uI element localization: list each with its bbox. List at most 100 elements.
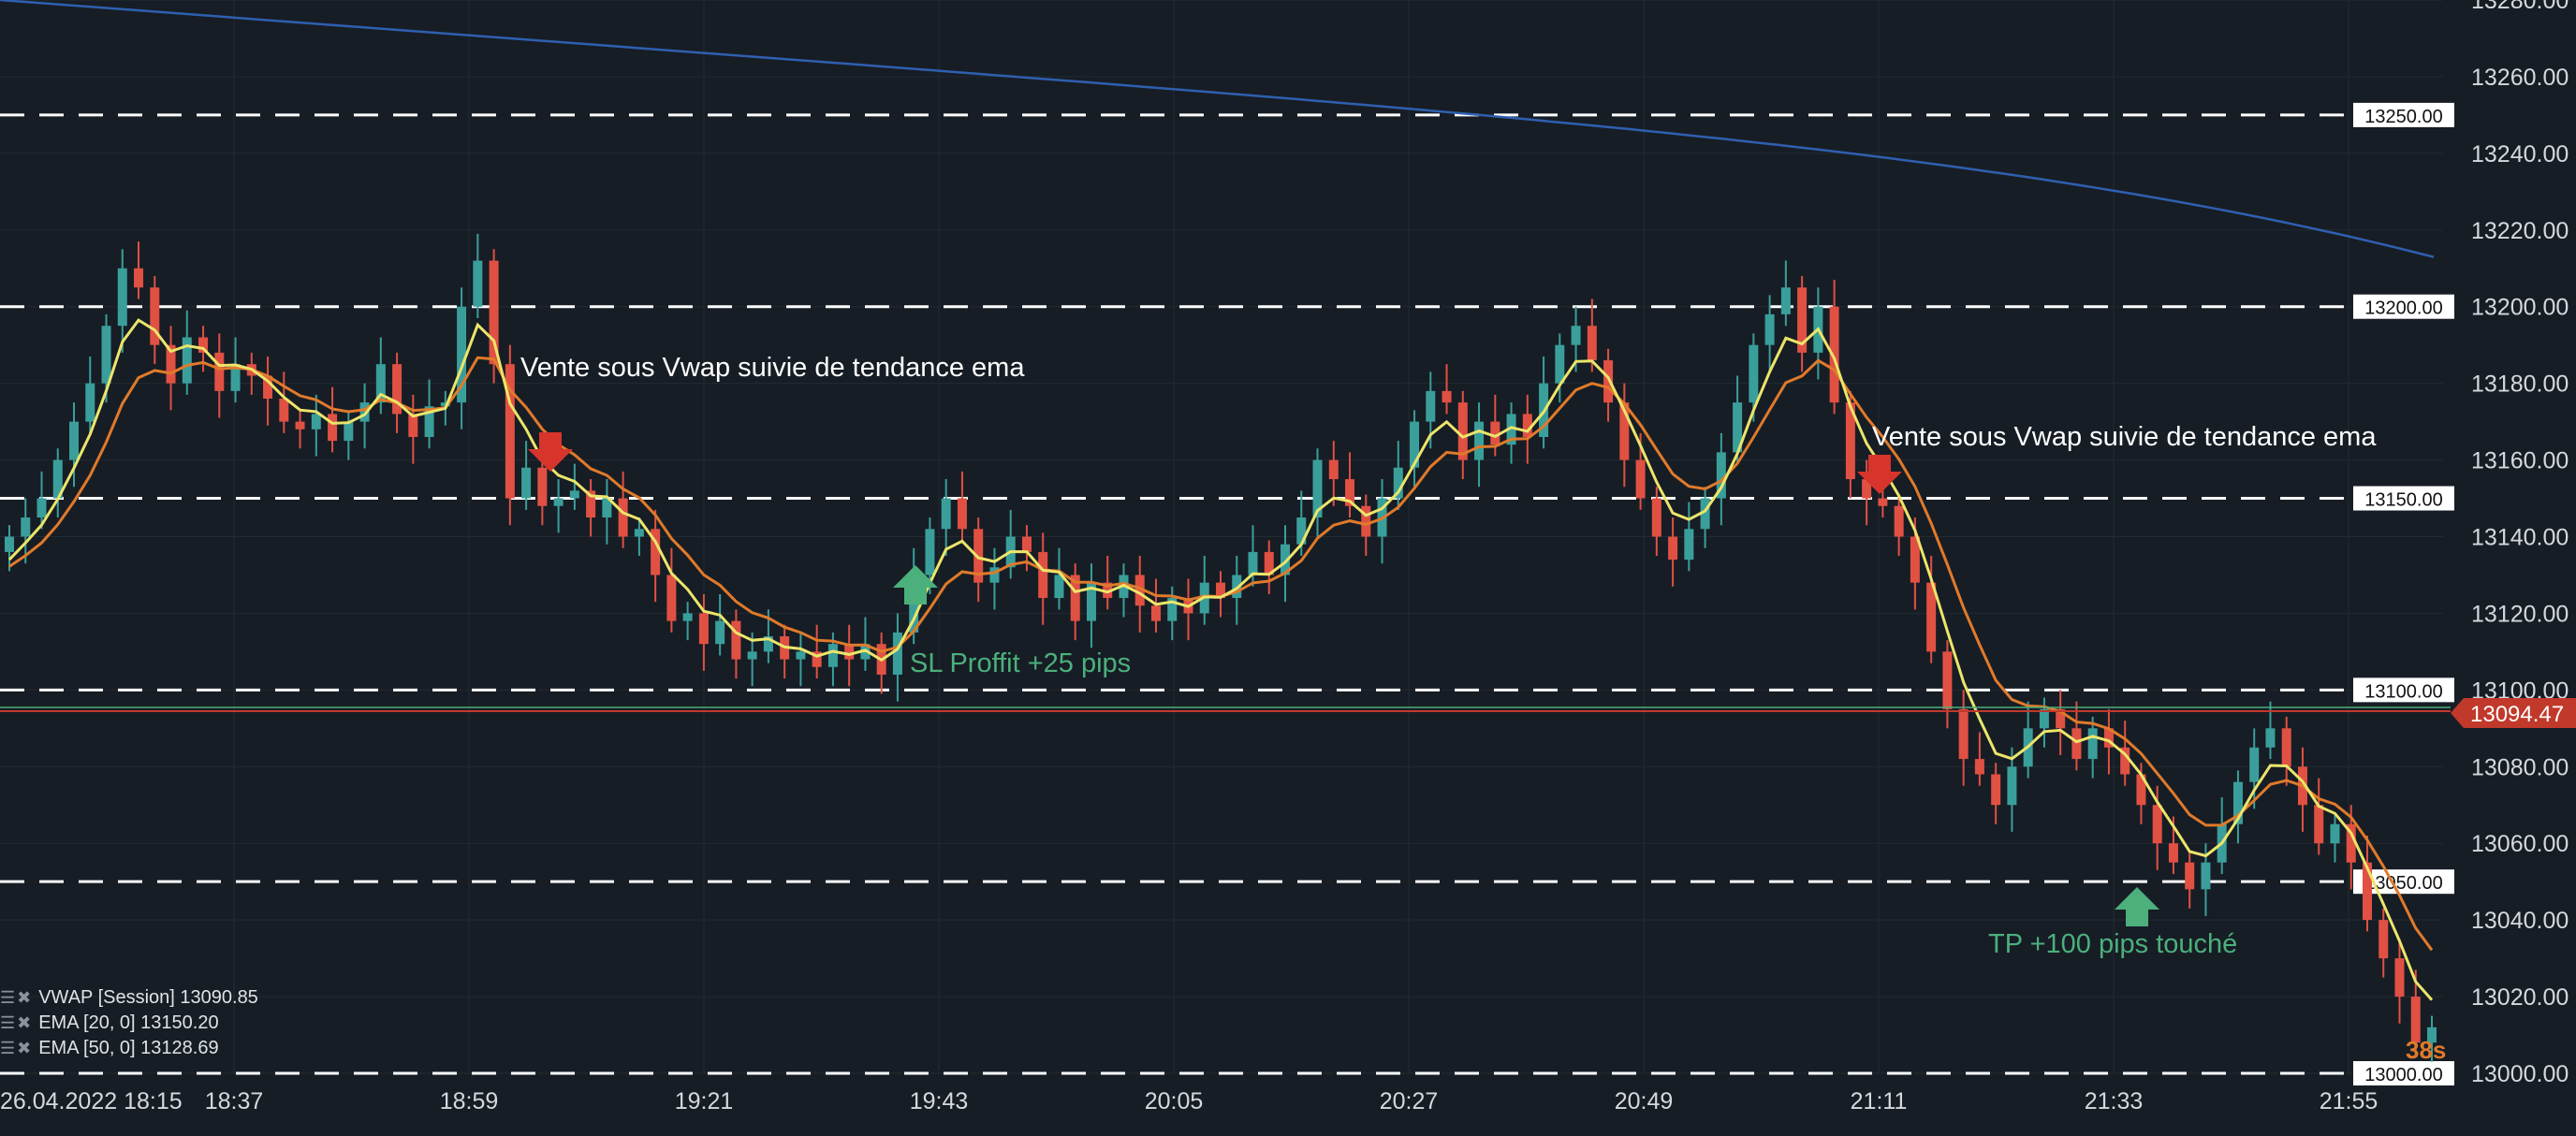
candle-body [1958, 708, 1969, 760]
current-price-line [0, 706, 2451, 713]
candle-body [1070, 575, 1080, 621]
y-tick-label: 13160.00 [2471, 448, 2569, 474]
candle-body [328, 414, 338, 442]
sell-arrow [528, 432, 573, 472]
candle-body [1700, 498, 1710, 530]
candle-body [101, 326, 111, 384]
x-tick-label: 26.04.2022 18:15 [0, 1088, 183, 1114]
candle-body [602, 498, 612, 518]
candle-body [1457, 402, 1468, 460]
candle-body [5, 536, 14, 552]
candle-body [2152, 805, 2162, 844]
candle-body [553, 498, 564, 506]
candle-body [1442, 390, 1452, 403]
candle-body [892, 632, 902, 675]
candle-body [457, 306, 467, 403]
current-price-label: 13094.47 [2470, 702, 2564, 727]
candle-body [1038, 551, 1048, 599]
candle-body [1426, 390, 1436, 422]
candle-body [1264, 551, 1274, 575]
candle-body [1926, 582, 1937, 652]
candle-body [1522, 414, 1532, 437]
x-axis[interactable]: 26.04.2022 18:15 18:37 18:59 19:21 19:43 20:0… [0, 1088, 2378, 1114]
candle-body [1150, 605, 1161, 621]
candle-body [1668, 536, 1678, 561]
level-tag-label: 13200.00 [2364, 299, 2442, 319]
current-price-tag-shape [2451, 698, 2576, 728]
candle-body [2378, 920, 2389, 959]
candle-body [1942, 651, 1953, 709]
candle-body [1619, 402, 1630, 460]
candle-body [2410, 997, 2421, 1043]
signal-markers [528, 432, 2159, 926]
settings-close-icon[interactable]: ☰✖ [0, 1038, 34, 1057]
candle-body [1587, 326, 1597, 361]
candle-body [844, 644, 855, 660]
vwap-line-layer [0, 0, 2435, 258]
candle-body [69, 421, 80, 460]
y-tick-label: 13240.00 [2471, 141, 2569, 167]
candle-body [1571, 326, 1581, 345]
x-tick-label: 20:05 [1145, 1088, 1204, 1114]
level-tag-label: 13100.00 [2364, 681, 2442, 702]
y-tick-label: 13280.00 [2471, 0, 2569, 14]
y-tick-label: 13000.00 [2471, 1061, 2569, 1087]
y-axis[interactable]: 13000.00 13020.00 13040.00 13060.00 13080.00… [2471, 0, 2569, 1087]
candle-body [1281, 544, 1291, 575]
legend-vwap-label: VWAP [Session] 13090.85 [38, 986, 258, 1008]
legend-vwap[interactable]: ☰✖ VWAP [Session] 13090.85 [0, 985, 258, 1010]
candle-body [682, 613, 693, 621]
level-tag [2353, 486, 2454, 511]
candles [5, 233, 2437, 1062]
candle-body [1910, 536, 1920, 583]
settings-close-icon[interactable]: ☰✖ [0, 987, 34, 1007]
y-tick-label: 13040.00 [2471, 908, 2569, 934]
level-tag [2353, 294, 2454, 319]
annotation-tp: TP +100 pips touché [1988, 929, 2237, 959]
candle-body [2362, 862, 2372, 921]
candle-body [925, 529, 935, 575]
candle-body [1603, 360, 1614, 403]
candle-body [2168, 843, 2178, 863]
level-lines: 13250.00 13200.00 13150.00 13100.00 13050.00… [0, 102, 2454, 1085]
candle-body [1103, 582, 1113, 599]
legend-ema50[interactable]: ☰✖ EMA [50, 0] 13128.69 [0, 1036, 219, 1060]
candle-body [375, 364, 386, 403]
candle-body [392, 364, 402, 415]
candle-body [1054, 575, 1064, 599]
candle-body [1248, 551, 1258, 575]
candle-body [359, 402, 370, 422]
candle-body [311, 414, 321, 430]
candle-body [2103, 728, 2114, 748]
current-price-tag: 13094.47 [2451, 698, 2576, 728]
candle-body [586, 490, 596, 518]
candle-body [2346, 823, 2356, 863]
candle-body [1797, 287, 1808, 353]
candle-body [263, 375, 273, 400]
candle-body [424, 406, 434, 437]
candle-body [957, 498, 967, 530]
candle-body [166, 344, 176, 384]
candle-body [182, 337, 192, 384]
y-tick-label: 13260.00 [2471, 65, 2569, 91]
candle-body [521, 467, 532, 499]
candle-body [1878, 498, 1888, 506]
candle-body [2394, 958, 2405, 998]
candle-body [731, 620, 741, 660]
candle-body [2232, 781, 2243, 824]
x-tick-label: 21:55 [2320, 1088, 2378, 1114]
candle-body [1684, 529, 1694, 561]
x-tick-label: 19:21 [675, 1088, 734, 1114]
y-tick-label: 13060.00 [2471, 831, 2569, 857]
level-tag-label: 13150.00 [2364, 490, 2442, 511]
legend-ema20[interactable]: ☰✖ EMA [20, 0] 13150.20 [0, 1011, 219, 1035]
candle-body [2071, 728, 2082, 760]
y-tick-label: 13180.00 [2471, 371, 2569, 398]
x-tick-label: 20:27 [1380, 1088, 1439, 1114]
settings-close-icon[interactable]: ☰✖ [0, 1012, 34, 1032]
y-tick-label: 13020.00 [2471, 984, 2569, 1011]
candle-body [1651, 498, 1661, 537]
candle-body [2281, 728, 2291, 767]
legend-ema50-label: EMA [50, 0] 13128.69 [38, 1037, 219, 1058]
